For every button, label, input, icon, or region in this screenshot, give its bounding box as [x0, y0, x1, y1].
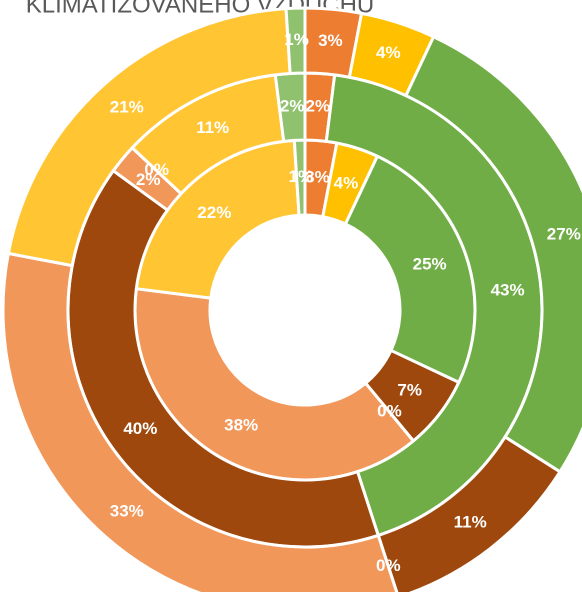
donut-slice — [284, 6, 307, 76]
data-label: 3% — [305, 168, 330, 187]
data-label: 33% — [110, 502, 144, 521]
data-label: 2% — [280, 96, 305, 115]
data-label: 43% — [491, 280, 525, 299]
data-label: 1% — [284, 30, 309, 49]
data-label: 2% — [136, 170, 161, 189]
data-label: 40% — [123, 419, 157, 438]
data-label: 7% — [397, 381, 422, 400]
data-label: 4% — [376, 43, 401, 62]
data-label: 1% — [289, 167, 314, 186]
data-label: 0% — [376, 556, 401, 575]
donut-slice — [1, 251, 399, 592]
data-label: 38% — [224, 416, 258, 435]
donut-slice — [376, 434, 563, 592]
data-label: 0% — [144, 160, 169, 179]
data-label: 4% — [334, 173, 359, 192]
data-label: 11% — [196, 118, 229, 137]
data-label: 22% — [197, 203, 231, 222]
data-label: 27% — [547, 224, 581, 243]
data-label: 0% — [377, 402, 402, 421]
data-label: 21% — [110, 97, 144, 116]
data-label: 11% — [454, 512, 487, 531]
data-label: 2% — [305, 96, 330, 115]
data-label: 3% — [318, 31, 343, 50]
data-label: 25% — [413, 255, 447, 274]
